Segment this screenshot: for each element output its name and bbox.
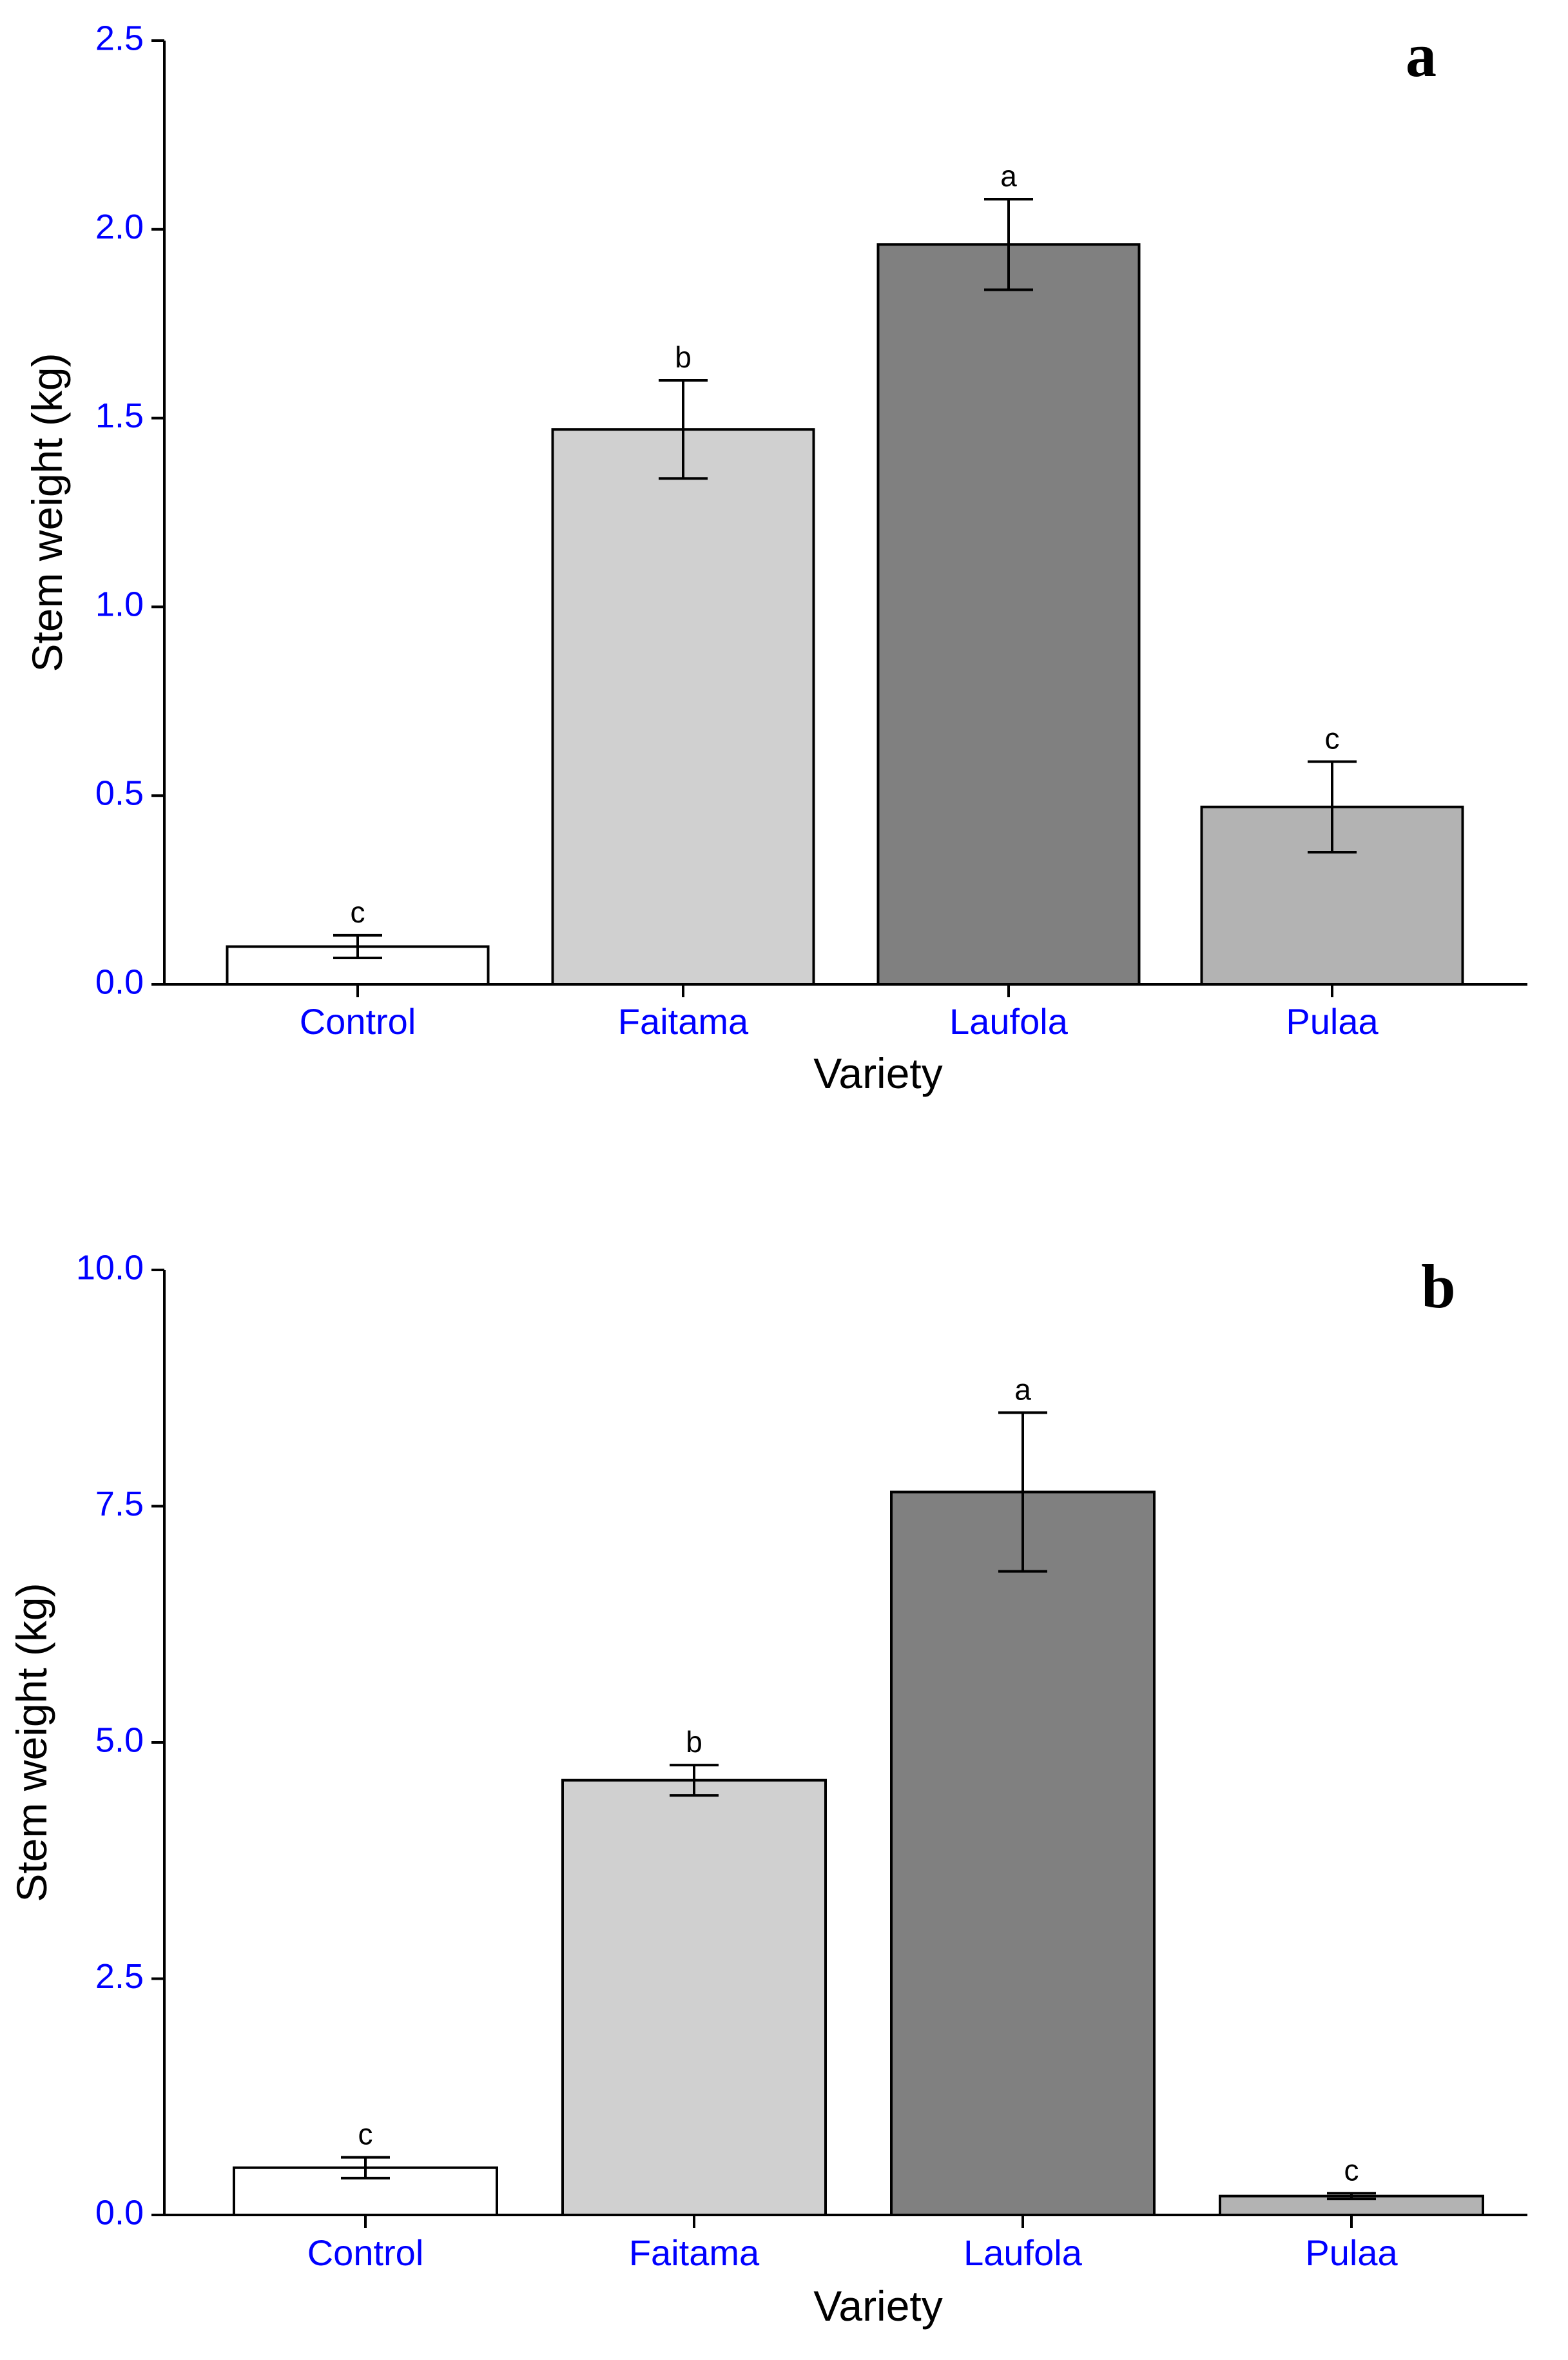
x-tick-label-faitama: Faitama <box>629 2232 760 2273</box>
y-tick-label: 0.5 <box>95 774 144 812</box>
y-tick-label: 5.0 <box>95 1721 144 1759</box>
y-tick-label: 2.5 <box>95 19 144 57</box>
x-axis-title: Variety <box>813 2282 943 2330</box>
figure: c b a c 0.0 0.5 1.0 1.5 2.0 2.5 Control Faitama Lauf… <box>0 0 1568 2360</box>
significance-letter-pulaa: c <box>1325 721 1340 755</box>
x-tick-label-pulaa: Pulaa <box>1305 2232 1398 2273</box>
bar-faitama <box>553 429 814 984</box>
significance-letter-control: c <box>358 2118 373 2151</box>
y-tick-label: 1.0 <box>95 585 144 624</box>
x-axis-title: Variety <box>813 1049 943 1097</box>
x-tick-label-faitama: Faitama <box>618 1001 749 1042</box>
significance-letter-laufola: a <box>1000 159 1017 193</box>
significance-letter-faitama: b <box>686 1725 702 1759</box>
significance-letter-pulaa: c <box>1344 2153 1359 2187</box>
y-tick-label: 7.5 <box>95 1485 144 1523</box>
y-tick-label: 2.5 <box>95 1957 144 1996</box>
panel-label: b <box>1421 1252 1455 1321</box>
significance-letter-control: c <box>351 895 365 929</box>
x-tick-label-pulaa: Pulaa <box>1286 1001 1379 1042</box>
panel-a-chart: c b a c 0.0 0.5 1.0 1.5 2.0 2.5 Control Faitama Lauf… <box>23 19 1527 1097</box>
x-tick-label-control: Control <box>307 2232 424 2273</box>
x-tick-label-laufola: Laufola <box>963 2232 1083 2273</box>
x-tick-label-control: Control <box>300 1001 416 1042</box>
y-tick-label: 0.0 <box>95 962 144 1001</box>
panel-b-chart: c b a c 0.0 2.5 5.0 7.5 10.0 Control Faitama Laufol… <box>8 1248 1527 2330</box>
significance-letter-faitama: b <box>675 340 692 374</box>
bar-laufola <box>878 244 1139 984</box>
y-tick-label: 1.5 <box>95 396 144 435</box>
bar-laufola <box>891 1492 1154 2215</box>
panel-label: a <box>1406 21 1437 90</box>
x-tick-label-laufola: Laufola <box>949 1001 1069 1042</box>
y-axis-title: Stem weight (kg) <box>23 353 71 672</box>
y-tick-label: 0.0 <box>95 2193 144 2232</box>
y-tick-label: 10.0 <box>76 1248 144 1287</box>
y-tick-label: 2.0 <box>95 208 144 246</box>
significance-letter-laufola: a <box>1014 1372 1031 1406</box>
y-axis-title: Stem weight (kg) <box>8 1583 55 1902</box>
bar-faitama <box>563 1780 826 2215</box>
